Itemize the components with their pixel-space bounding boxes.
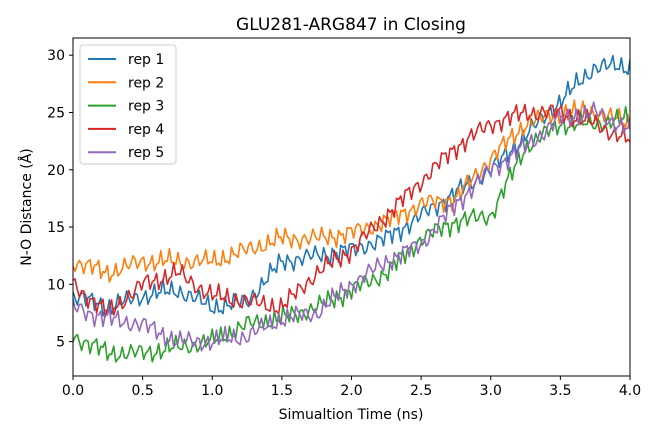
legend-label: rep 1 — [128, 52, 164, 68]
legend-box — [79, 44, 177, 165]
series-line — [73, 99, 630, 283]
x-tick-label: 4.0 — [619, 383, 641, 399]
y-axis: 5 10 15 20 25 30 — [47, 48, 73, 351]
legend: rep 1 rep 2 rep 3 rep 4 rep 5 — [79, 44, 177, 165]
series-line — [73, 103, 630, 318]
y-tick-label: 5 — [56, 335, 65, 351]
series-line — [73, 105, 630, 363]
y-tick-label: 10 — [47, 277, 65, 293]
chart-title: GLU281-ARG847 in Closing — [236, 15, 466, 35]
y-tick-label: 25 — [47, 105, 65, 121]
series-line — [73, 54, 630, 317]
y-axis-label: N-O Distance (Å) — [18, 148, 35, 266]
x-axis: 0.0 0.5 1.0 1.5 2.0 2.5 3.0 3.5 4.0 — [62, 376, 641, 399]
x-tick-label: 1.0 — [201, 383, 223, 399]
y-tick-label: 20 — [47, 163, 65, 179]
x-tick-label: 3.5 — [549, 383, 571, 399]
x-tick-label: 2.0 — [340, 383, 362, 399]
x-tick-label: 0.5 — [131, 383, 153, 399]
y-tick-label: 15 — [47, 220, 65, 236]
x-tick-label: 3.0 — [480, 383, 502, 399]
x-tick-label: 1.5 — [271, 383, 293, 399]
legend-label: rep 4 — [128, 122, 164, 138]
x-tick-label: 2.5 — [410, 383, 432, 399]
series-line — [73, 101, 630, 352]
series-layer — [73, 54, 630, 363]
x-axis-label: Simualtion Time (ns) — [279, 407, 424, 423]
y-tick-label: 30 — [47, 48, 65, 64]
x-tick-label: 0.0 — [62, 383, 84, 399]
legend-label: rep 5 — [128, 145, 164, 161]
legend-label: rep 3 — [128, 99, 164, 115]
legend-label: rep 2 — [128, 75, 164, 91]
